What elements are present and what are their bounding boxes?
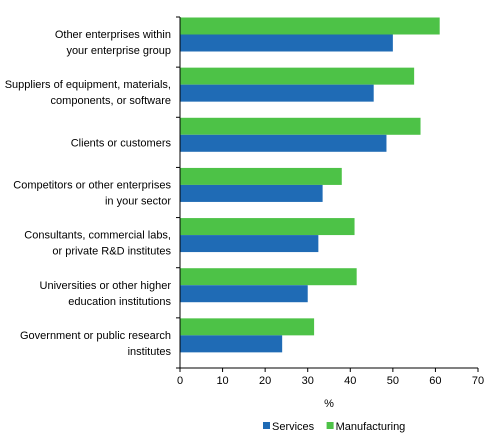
- bar-services-5: [180, 285, 308, 303]
- x-axis-label: %: [324, 398, 334, 410]
- bar-services-6: [180, 335, 283, 353]
- category-label-3: Competitors or other enterprises in your …: [13, 180, 171, 208]
- bar-services-0: [180, 34, 393, 52]
- legend-swatch-manufacturing: [326, 422, 334, 429]
- bar-services-2: [180, 134, 387, 152]
- bar-services-4: [180, 235, 319, 253]
- bar-manufacturing-2: [180, 117, 421, 135]
- category-label-2: Clients or customers: [71, 137, 172, 149]
- bar-manufacturing-1: [180, 67, 415, 85]
- category-label-6: Government or public research institutes: [20, 330, 172, 358]
- legend-swatch-services: [263, 422, 270, 429]
- category-label-4: Consultants, commercial labs, or private …: [24, 230, 171, 258]
- x-tick-label: 30: [302, 375, 314, 387]
- category-label-5: Universities or other higher education in…: [40, 280, 172, 308]
- bar-services-1: [180, 84, 374, 102]
- bar-manufacturing-3: [180, 167, 342, 185]
- x-tick-label: 0: [177, 375, 183, 387]
- bar-manufacturing-4: [180, 218, 355, 236]
- bar-manufacturing-5: [180, 268, 357, 286]
- bar-services-3: [180, 184, 323, 202]
- y-axis-ticks: [176, 16, 180, 369]
- x-tick-label: 60: [429, 375, 441, 387]
- category-label-0: Other enterprises within your enterprise …: [55, 29, 171, 57]
- bar-manufacturing-6: [180, 318, 315, 336]
- x-tick-label: 40: [344, 375, 356, 387]
- category-label-1: Suppliers of equipment, materials, compon…: [5, 79, 171, 107]
- x-tick-label: 10: [216, 375, 228, 387]
- x-tick-label: 20: [259, 375, 271, 387]
- x-tick-label: 50: [387, 375, 399, 387]
- x-tick-label: 70: [472, 375, 484, 387]
- bars-group: [180, 17, 440, 353]
- legend-label-manufacturing: Manufacturing: [336, 421, 406, 433]
- x-axis-ticks: 0 10 20 30 40 50 60 70: [177, 368, 484, 387]
- category-labels: Other enterprises within your enterprise …: [5, 29, 172, 358]
- legend-label-services: Services: [272, 421, 315, 433]
- legend: Services Manufacturing: [263, 421, 405, 433]
- bar-manufacturing-0: [180, 17, 440, 35]
